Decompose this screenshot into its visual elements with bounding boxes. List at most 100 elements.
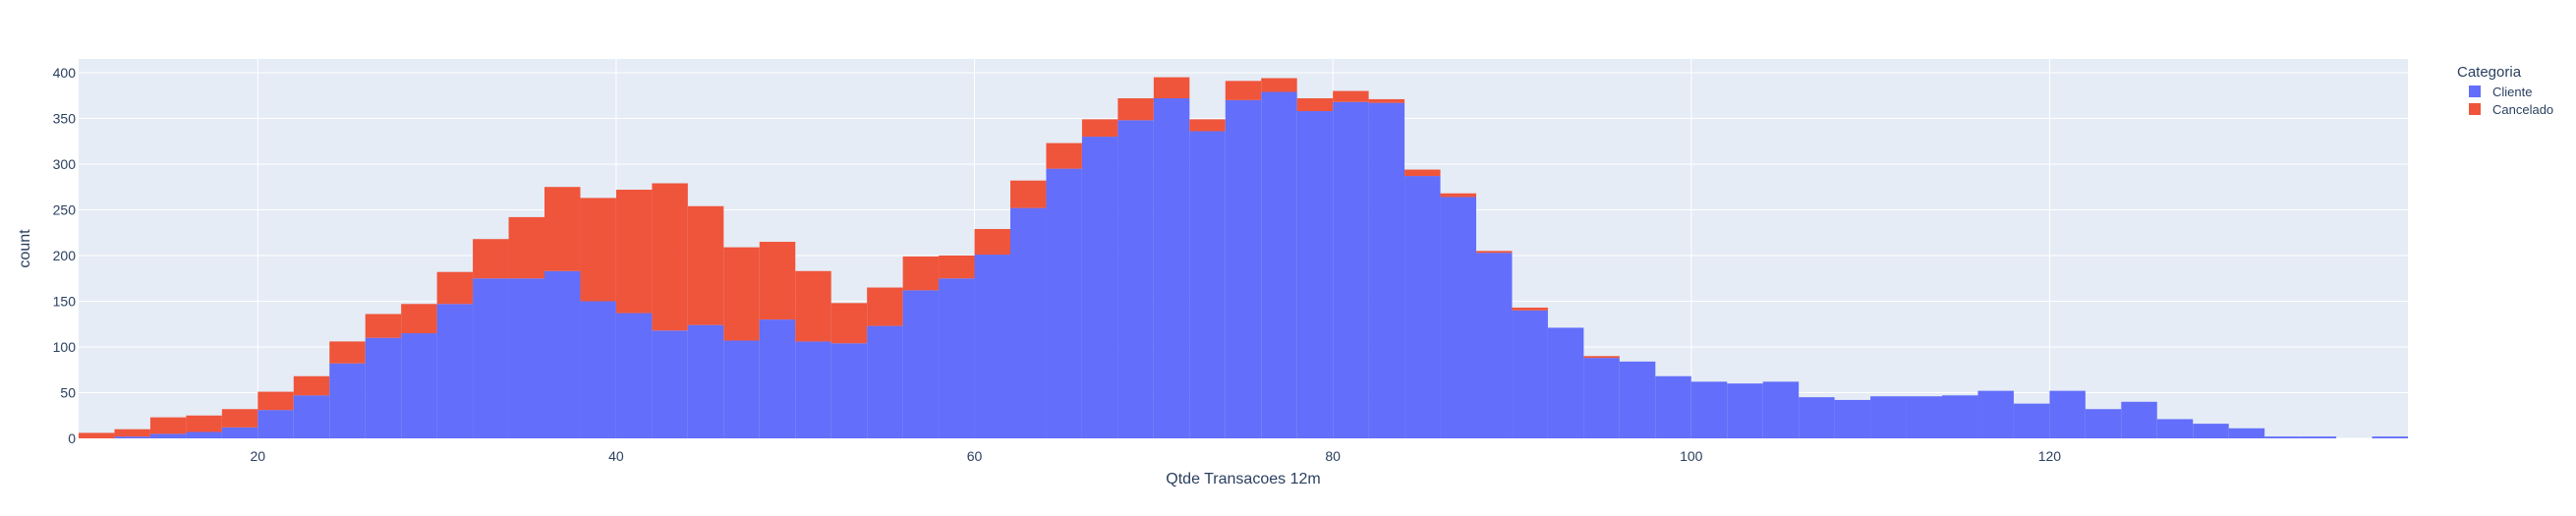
y-axis-ticks: 0 50 100 150 200 250 300 350 400	[53, 65, 77, 446]
bar-cancelado	[1010, 180, 1047, 208]
bar-cliente	[902, 290, 940, 438]
bar-cancelado	[723, 247, 760, 341]
bar-cliente	[1942, 395, 1978, 438]
bar-cancelado	[1512, 307, 1548, 311]
bar-cliente	[329, 363, 366, 438]
bar-cancelado	[1296, 97, 1334, 112]
x-tick-label: 120	[2038, 448, 2062, 464]
y-tick-label: 350	[53, 110, 77, 126]
bar-cliente	[1333, 101, 1369, 438]
y-tick-label: 150	[53, 293, 77, 309]
bar-cancelado	[759, 242, 796, 320]
bar-cancelado	[329, 341, 366, 364]
bar-cliente	[1762, 381, 1800, 438]
bar-cliente	[1512, 310, 1548, 438]
bar-cancelado	[1225, 81, 1262, 100]
bar-cliente	[1619, 361, 1656, 438]
bar-cliente	[1261, 91, 1297, 438]
legend-title: Categoria	[2457, 64, 2522, 81]
bar-cancelado	[221, 409, 258, 428]
bar-cliente	[1690, 381, 1728, 438]
bar-cliente	[401, 333, 437, 438]
bar-cancelado	[974, 229, 1010, 256]
bar-cancelado	[1261, 78, 1297, 92]
bar-cancelado	[473, 239, 509, 279]
y-tick-label: 0	[68, 430, 76, 446]
bar-cliente	[652, 330, 688, 438]
x-tick-label: 60	[967, 448, 983, 464]
bar-cliente	[544, 270, 581, 438]
y-tick-label: 400	[53, 65, 77, 81]
bar-cancelado	[867, 287, 903, 326]
bar-cancelado	[795, 270, 831, 342]
legend-swatch	[2469, 86, 2481, 97]
bar-cliente	[2049, 390, 2086, 438]
bar-cliente	[1906, 396, 1942, 438]
bar-cancelado	[687, 205, 724, 325]
bar-cliente	[1296, 111, 1334, 438]
bar-cliente	[508, 278, 544, 438]
bar-cancelado	[1368, 98, 1405, 103]
bar-cliente	[2228, 428, 2265, 438]
legend[interactable]: Categoria Cliente Cancelado	[2457, 64, 2553, 117]
bar-cliente	[365, 337, 402, 438]
bar-cliente	[1583, 358, 1620, 438]
bar-cliente	[2300, 436, 2337, 438]
bar-cancelado	[149, 417, 187, 434]
bars	[79, 77, 2408, 439]
legend-swatch	[2469, 103, 2481, 115]
bar-cancelado	[508, 216, 544, 279]
bar-cliente	[2013, 403, 2050, 438]
bar-cliente	[974, 255, 1010, 438]
bar-cancelado	[830, 303, 868, 344]
bar-cancelado	[1117, 97, 1154, 121]
bar-cliente	[830, 343, 868, 438]
y-tick-label: 50	[60, 384, 76, 400]
bar-cliente	[1799, 397, 1835, 438]
bar-cliente	[186, 431, 222, 438]
bar-cliente	[1727, 383, 1763, 438]
bar-cancelado	[1333, 90, 1369, 102]
legend-item-cliente[interactable]: Cliente	[2469, 85, 2532, 99]
bar-cliente	[1870, 396, 1907, 438]
bar-cliente	[1046, 168, 1082, 439]
bar-cliente	[1404, 176, 1441, 438]
bar-cancelado	[1189, 119, 1226, 132]
bar-cliente	[1476, 253, 1513, 438]
bar-cliente	[1081, 137, 1118, 438]
bar-cliente	[2193, 424, 2229, 438]
bar-cliente	[1547, 327, 1584, 438]
y-tick-label: 200	[53, 248, 77, 263]
legend-label: Cliente	[2492, 85, 2532, 99]
bar-cliente	[1010, 207, 1047, 438]
bar-cancelado	[1404, 169, 1441, 177]
x-axis-title: Qtde Transacoes 12m	[1166, 471, 1320, 487]
bar-cancelado	[401, 304, 437, 334]
bar-cancelado	[1046, 143, 1082, 169]
x-tick-label: 80	[1325, 448, 1341, 464]
bar-cancelado	[1153, 77, 1190, 98]
bar-cliente	[1225, 99, 1262, 439]
bar-cliente	[580, 301, 616, 438]
bar-cancelado	[652, 183, 688, 331]
bar-cliente	[1153, 97, 1190, 438]
legend-label: Cancelado	[2492, 102, 2553, 117]
legend-item-cancelado[interactable]: Cancelado	[2469, 102, 2553, 117]
bar-cliente	[2264, 436, 2301, 438]
bar-cliente	[615, 313, 653, 438]
bar-cancelado	[544, 187, 581, 271]
bar-cancelado	[1081, 119, 1118, 138]
bar-cancelado	[79, 432, 115, 438]
bar-cliente	[114, 436, 150, 438]
y-tick-label: 300	[53, 156, 77, 172]
legend-items: Cliente Cancelado	[2469, 85, 2553, 117]
bar-cliente	[939, 278, 975, 438]
bar-cliente	[1189, 131, 1226, 438]
bar-cliente	[2121, 401, 2157, 438]
bar-cliente	[867, 325, 903, 438]
bar-cancelado	[1476, 251, 1513, 254]
bar-cliente	[2085, 409, 2122, 438]
x-tick-label: 40	[608, 448, 624, 464]
bar-cliente	[2156, 419, 2194, 438]
